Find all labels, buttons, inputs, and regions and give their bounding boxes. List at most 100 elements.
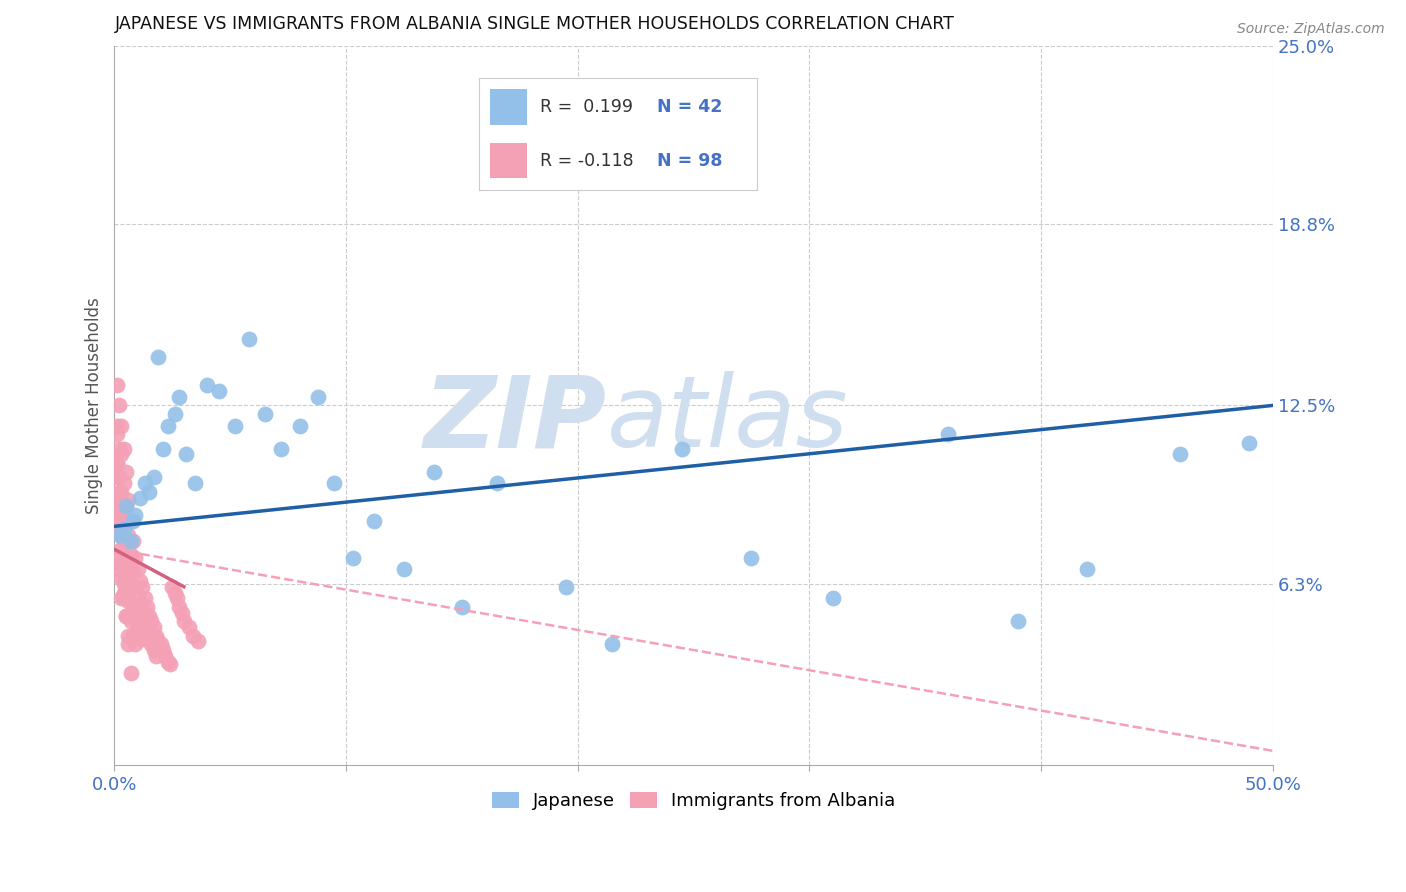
Point xyxy=(112,577,135,591)
Point xyxy=(105,427,128,442)
Point xyxy=(112,442,135,456)
Point xyxy=(166,591,188,606)
Point xyxy=(138,632,160,646)
Point xyxy=(115,499,138,513)
Point xyxy=(131,580,153,594)
Point xyxy=(187,634,209,648)
Point xyxy=(108,484,131,499)
Point xyxy=(112,514,135,528)
Point xyxy=(342,551,364,566)
Point xyxy=(174,447,197,461)
Point xyxy=(142,470,165,484)
Point xyxy=(110,418,132,433)
Point xyxy=(105,456,128,470)
Point xyxy=(108,442,131,456)
Point xyxy=(555,580,578,594)
Point xyxy=(105,470,128,484)
Point xyxy=(112,533,135,548)
Point xyxy=(110,591,132,606)
Point xyxy=(936,427,959,442)
Point xyxy=(181,629,204,643)
Point xyxy=(122,629,145,643)
Point xyxy=(170,606,193,620)
Point xyxy=(363,514,385,528)
Point xyxy=(127,562,149,576)
Point xyxy=(128,625,150,640)
Point xyxy=(128,491,150,505)
Point xyxy=(117,629,139,643)
Point xyxy=(173,615,195,629)
Point xyxy=(108,505,131,519)
Text: ZIP: ZIP xyxy=(423,371,606,468)
Point xyxy=(134,476,156,491)
Point xyxy=(138,608,160,623)
Point xyxy=(1007,615,1029,629)
Point xyxy=(112,557,135,571)
Point xyxy=(120,548,142,562)
Point xyxy=(112,585,135,599)
Point xyxy=(108,562,131,576)
Point xyxy=(110,571,132,585)
Point xyxy=(485,476,508,491)
Point xyxy=(120,615,142,629)
Point xyxy=(159,657,181,672)
Point xyxy=(117,528,139,542)
Point xyxy=(392,562,415,576)
Point xyxy=(1239,435,1261,450)
Text: Source: ZipAtlas.com: Source: ZipAtlas.com xyxy=(1237,22,1385,37)
Point xyxy=(131,632,153,646)
Point xyxy=(115,465,138,479)
Legend: Japanese, Immigrants from Albania: Japanese, Immigrants from Albania xyxy=(485,785,903,817)
Point xyxy=(105,456,128,470)
Point xyxy=(110,542,132,557)
Point xyxy=(169,599,191,614)
Point xyxy=(148,350,170,364)
Point xyxy=(117,493,139,508)
Point xyxy=(145,629,167,643)
Point xyxy=(224,418,246,433)
Point xyxy=(163,585,186,599)
Point xyxy=(253,407,276,421)
Point xyxy=(141,637,163,651)
Point xyxy=(155,648,177,663)
Point xyxy=(115,562,138,576)
Point xyxy=(108,399,131,413)
Point xyxy=(110,447,132,461)
Point xyxy=(124,608,146,623)
Point xyxy=(671,442,693,456)
Point xyxy=(142,620,165,634)
Point xyxy=(122,597,145,611)
Point xyxy=(124,637,146,651)
Point xyxy=(142,643,165,657)
Point xyxy=(128,599,150,614)
Point xyxy=(110,528,132,542)
Point xyxy=(138,484,160,499)
Point xyxy=(105,378,128,392)
Point xyxy=(423,465,446,479)
Point xyxy=(134,615,156,629)
Point xyxy=(120,666,142,681)
Point xyxy=(120,580,142,594)
Point xyxy=(821,591,844,606)
Point xyxy=(124,508,146,522)
Point xyxy=(323,476,346,491)
Point xyxy=(1168,447,1191,461)
Point xyxy=(108,528,131,542)
Point xyxy=(307,390,329,404)
Point xyxy=(110,484,132,499)
Point xyxy=(110,505,132,519)
Point xyxy=(124,551,146,566)
Point xyxy=(117,562,139,576)
Point xyxy=(105,514,128,528)
Point xyxy=(120,514,142,528)
Point xyxy=(184,476,207,491)
Point xyxy=(110,557,132,571)
Point xyxy=(135,623,157,637)
Y-axis label: Single Mother Households: Single Mother Households xyxy=(86,297,103,514)
Point xyxy=(108,470,131,484)
Point xyxy=(117,594,139,608)
Point xyxy=(122,533,145,548)
Point xyxy=(115,499,138,513)
Text: JAPANESE VS IMMIGRANTS FROM ALBANIA SINGLE MOTHER HOUSEHOLDS CORRELATION CHART: JAPANESE VS IMMIGRANTS FROM ALBANIA SING… xyxy=(114,15,955,33)
Point xyxy=(134,591,156,606)
